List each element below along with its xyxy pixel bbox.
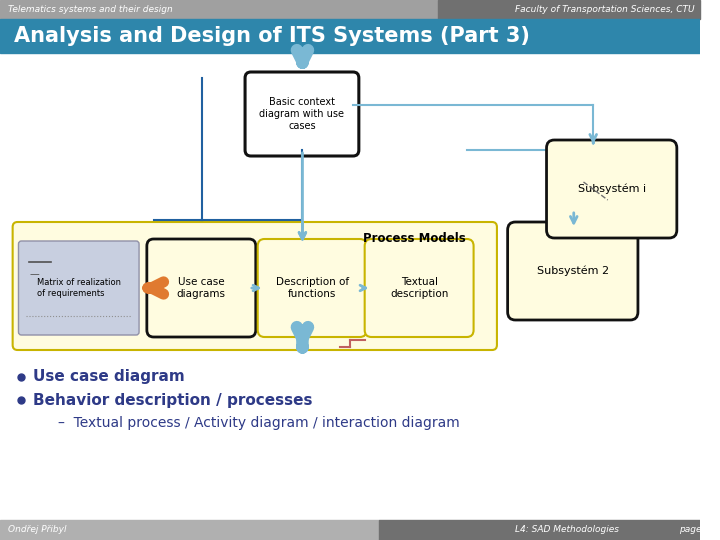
FancyBboxPatch shape [508,222,638,320]
Text: Process Models: Process Models [363,233,466,246]
Bar [379,520,700,540]
FancyBboxPatch shape [245,72,359,156]
FancyBboxPatch shape [258,239,366,337]
FancyBboxPatch shape [546,140,677,238]
Text: Basic context
diagram with use
cases: Basic context diagram with use cases [259,97,344,131]
Text: Ondřej Přibyl: Ondřej Přibyl [8,525,66,535]
Text: Telematics systems and their design: Telematics systems and their design [8,5,173,15]
Bar [0,19,700,53]
Text: Use case
diagrams: Use case diagrams [177,277,226,299]
Bar [0,0,438,19]
FancyBboxPatch shape [147,239,256,337]
Text: Subsystém i: Subsystém i [577,184,646,194]
Text: Behavior description / processes: Behavior description / processes [33,393,312,408]
FancyBboxPatch shape [13,222,497,350]
Bar [0,53,700,520]
Text: Subsystém 2: Subsystém 2 [536,266,609,276]
Text: Matrix of realization
of requirements: Matrix of realization of requirements [37,278,121,298]
Text: L4: SAD Methodologies: L4: SAD Methodologies [516,525,619,535]
Bar [0,520,379,540]
Bar [438,0,700,19]
FancyBboxPatch shape [364,239,474,337]
Text: Use case diagram: Use case diagram [33,369,185,384]
Text: Description of
functions: Description of functions [276,277,348,299]
FancyBboxPatch shape [19,241,139,335]
Text: —: — [30,269,39,279]
Text: Textual
description: Textual description [390,277,449,299]
Text: –  Textual process / Activity diagram / interaction diagram: – Textual process / Activity diagram / i… [58,416,460,430]
Text: Faculty of Transportation Sciences, CTU: Faculty of Transportation Sciences, CTU [515,5,694,15]
Text: Analysis and Design of ITS Systems (Part 3): Analysis and Design of ITS Systems (Part… [14,26,529,46]
Text: page 56: page 56 [679,525,716,535]
